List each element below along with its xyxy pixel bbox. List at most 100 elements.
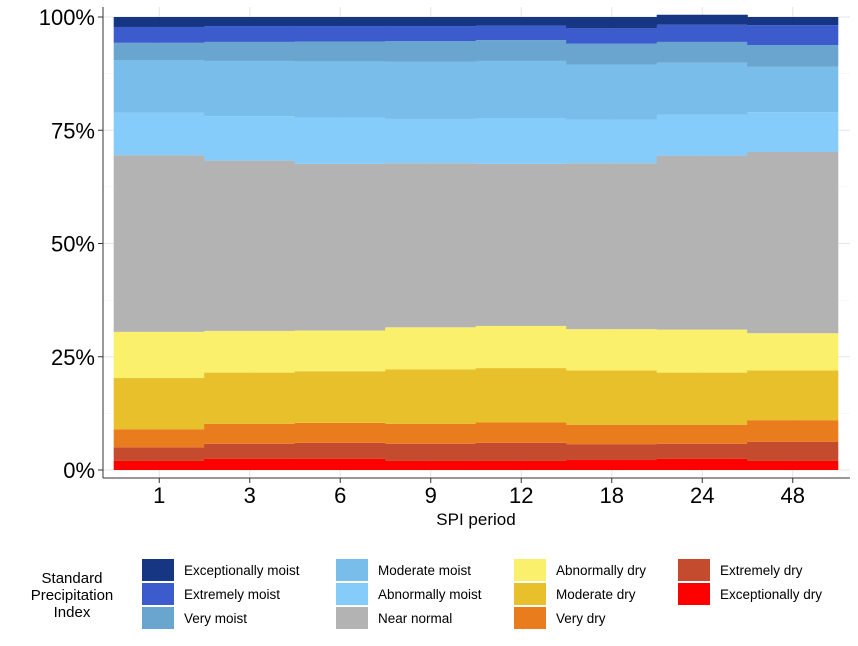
bar-segment bbox=[566, 444, 658, 461]
bar-segment bbox=[475, 118, 567, 164]
bar-segment bbox=[113, 42, 205, 61]
bar-segment bbox=[294, 61, 386, 118]
legend-title: Precipitation bbox=[31, 587, 114, 604]
legend-label: Moderate moist bbox=[378, 563, 471, 578]
bar-segment bbox=[294, 117, 386, 164]
legend-label: Abnormally dry bbox=[556, 563, 646, 578]
x-tick-label: 18 bbox=[600, 483, 624, 508]
x-tick-label: 6 bbox=[334, 483, 346, 508]
legend-swatch bbox=[336, 559, 368, 581]
bar-segment bbox=[656, 41, 748, 63]
bar-segment bbox=[747, 112, 839, 152]
bar-segment bbox=[204, 458, 296, 470]
bar-segment bbox=[204, 423, 296, 444]
bar-segment bbox=[113, 155, 205, 332]
bar-segment bbox=[113, 460, 205, 470]
bar-segment bbox=[566, 43, 658, 65]
bar-segment bbox=[385, 118, 477, 164]
bar-segment bbox=[385, 460, 477, 470]
y-tick-label: 100% bbox=[39, 5, 95, 30]
bar-segment bbox=[656, 114, 748, 156]
bar-segment bbox=[656, 424, 748, 444]
bar-segment bbox=[566, 64, 658, 120]
bar-segment bbox=[566, 119, 658, 164]
legend-swatch bbox=[142, 583, 174, 605]
legend-title: Standard bbox=[42, 570, 103, 587]
bar-segment bbox=[113, 378, 205, 430]
bar-segment bbox=[656, 155, 748, 330]
bar-segment bbox=[204, 160, 296, 331]
legend-swatch bbox=[142, 559, 174, 581]
bar-segment bbox=[204, 443, 296, 459]
bar-segment bbox=[566, 163, 658, 330]
bars-layer bbox=[113, 14, 839, 470]
legend-label: Moderate dry bbox=[556, 587, 636, 602]
bar-segment bbox=[475, 422, 567, 443]
bar-segment bbox=[294, 458, 386, 470]
bar-segment bbox=[113, 26, 205, 43]
bar-segment bbox=[475, 368, 567, 423]
x-tick-label: 24 bbox=[690, 483, 714, 508]
bar-segment bbox=[204, 26, 296, 42]
bar-segment bbox=[475, 442, 567, 461]
bar-segment bbox=[747, 17, 839, 26]
bar-segment bbox=[656, 329, 748, 373]
bar-segment bbox=[747, 370, 839, 421]
bar-segment bbox=[656, 372, 748, 425]
y-tick-label: 25% bbox=[51, 345, 95, 370]
y-tick-label: 50% bbox=[51, 232, 95, 257]
bar-segment bbox=[294, 26, 386, 42]
bar-segment bbox=[475, 60, 567, 119]
bar-segment bbox=[475, 25, 567, 41]
legend-swatch bbox=[514, 559, 546, 581]
bar-segment bbox=[385, 26, 477, 42]
x-tick-label: 1 bbox=[153, 483, 165, 508]
bar-segment bbox=[566, 17, 658, 29]
bar-segment bbox=[204, 17, 296, 27]
bar-segment bbox=[385, 443, 477, 461]
bar-segment bbox=[294, 422, 386, 443]
bar-segment bbox=[294, 330, 386, 372]
x-tick-label: 48 bbox=[781, 483, 805, 508]
bar-segment bbox=[204, 372, 296, 424]
bar-segment bbox=[113, 112, 205, 156]
bar-segment bbox=[385, 327, 477, 370]
legend-label: Abnormally moist bbox=[378, 587, 482, 602]
bar-segment bbox=[747, 333, 839, 371]
bar-segment bbox=[294, 442, 386, 459]
bar-segment bbox=[475, 17, 567, 26]
legend-swatch bbox=[678, 559, 710, 581]
bar-segment bbox=[294, 41, 386, 62]
bar-segment bbox=[747, 45, 839, 67]
bar-segment bbox=[294, 163, 386, 331]
x-tick-label: 12 bbox=[509, 483, 533, 508]
bar-segment bbox=[385, 61, 477, 119]
bar-segment bbox=[566, 460, 658, 470]
bar-segment bbox=[113, 60, 205, 113]
legend-swatch bbox=[678, 583, 710, 605]
legend-label: Exceptionally moist bbox=[184, 563, 300, 578]
x-tick-label: 3 bbox=[244, 483, 256, 508]
bar-segment bbox=[747, 420, 839, 442]
bar-segment bbox=[113, 447, 205, 461]
x-axis-title: SPI period bbox=[436, 510, 515, 529]
legend-label: Extremely dry bbox=[720, 563, 803, 578]
bar-segment bbox=[113, 429, 205, 448]
bar-segment bbox=[747, 441, 839, 461]
x-tick-label: 9 bbox=[425, 483, 437, 508]
bar-segment bbox=[475, 325, 567, 369]
legend-label: Very dry bbox=[556, 611, 606, 626]
bar-segment bbox=[656, 62, 748, 115]
bar-segment bbox=[385, 163, 477, 328]
legend-swatch bbox=[336, 607, 368, 629]
bar-segment bbox=[475, 460, 567, 470]
legend-swatch bbox=[514, 583, 546, 605]
bar-segment bbox=[385, 17, 477, 27]
bar-segment bbox=[475, 163, 567, 326]
legend-swatch bbox=[142, 607, 174, 629]
y-tick-label: 0% bbox=[63, 458, 95, 483]
legend-title: Index bbox=[54, 604, 91, 621]
bar-segment bbox=[475, 40, 567, 61]
